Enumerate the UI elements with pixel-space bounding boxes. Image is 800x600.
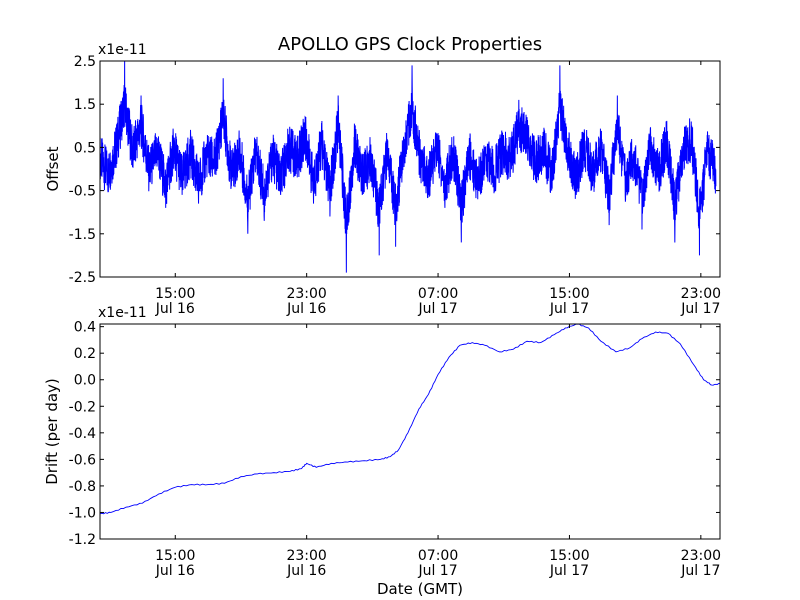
plot-frame [99, 323, 721, 540]
x-tick-label-date: Jul 16 [155, 563, 195, 579]
plot-frame [99, 60, 721, 278]
x-tick-label-date: Jul 17 [680, 301, 720, 317]
y-tick-label: -1.2 [69, 532, 96, 548]
y-tick-label: 2.5 [74, 54, 96, 70]
x-tick-label-date: Jul 16 [286, 301, 326, 317]
x-tick-label-date: Jul 16 [286, 563, 326, 579]
y-multiplier-label: x1e-11 [98, 305, 147, 321]
y-tick-label: -1.0 [69, 505, 96, 521]
x-tick-label-time: 15:00 [155, 548, 195, 564]
x-tick-label-date: Jul 16 [155, 301, 195, 317]
x-tick-label-time: 07:00 [418, 548, 458, 564]
x-tick-label-date: Jul 17 [549, 563, 589, 579]
y-tick-label: -1.5 [69, 227, 96, 243]
y-tick-label: -0.6 [69, 452, 96, 468]
y-tick-label: 0.0 [74, 373, 96, 389]
x-tick-label-date: Jul 17 [680, 563, 720, 579]
y-axis-label: Drift (per day) [43, 378, 61, 485]
y-tick-label: 0.5 [74, 140, 96, 156]
y-tick-label: 0.4 [74, 320, 96, 336]
y-tick-label: -0.8 [69, 479, 96, 495]
y-tick-label: -2.5 [69, 270, 96, 286]
y-axis-label: Offset [44, 146, 62, 191]
y-tick-label: 1.5 [74, 97, 96, 113]
x-tick-label-date: Jul 17 [417, 301, 457, 317]
x-tick-label-date: Jul 17 [417, 563, 457, 579]
y-multiplier-label: x1e-11 [98, 42, 147, 58]
x-tick-label-time: 23:00 [286, 548, 326, 564]
y-tick-label: -0.2 [69, 399, 96, 415]
x-tick-label-time: 15:00 [549, 286, 589, 302]
x-tick-label-time: 23:00 [681, 286, 721, 302]
y-tick-label: -0.5 [69, 184, 96, 200]
x-tick-label-time: 07:00 [418, 286, 458, 302]
x-axis-label: Date (GMT) [377, 580, 463, 598]
x-tick-label-time: 15:00 [155, 286, 195, 302]
x-tick-label-date: Jul 17 [549, 301, 589, 317]
x-tick-label-time: 23:00 [286, 286, 326, 302]
y-tick-label: 0.2 [74, 346, 96, 362]
x-tick-label-time: 23:00 [681, 548, 721, 564]
x-tick-label-time: 15:00 [549, 548, 589, 564]
y-tick-label: -0.4 [69, 426, 96, 442]
figure-title: APOLLO GPS Clock Properties [278, 34, 542, 55]
series-line-1-0 [100, 324, 720, 515]
series-line-0-0 [100, 61, 717, 273]
